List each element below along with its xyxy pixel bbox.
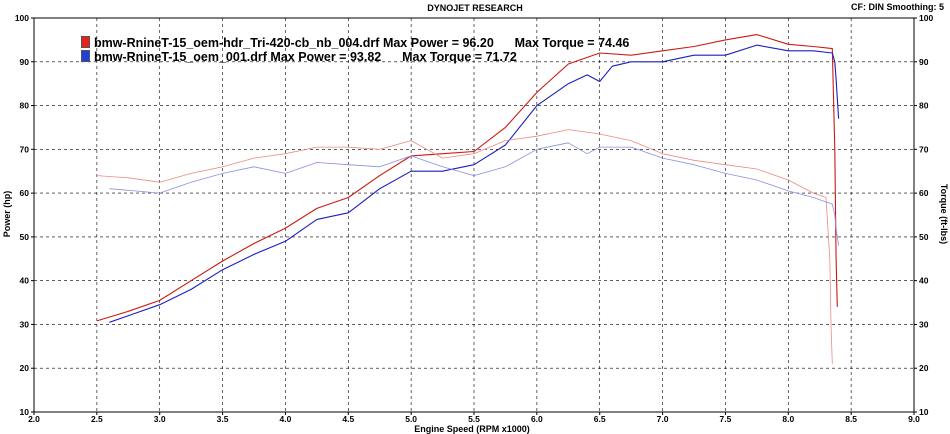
- x-tick-label: 8.0: [782, 414, 794, 424]
- x-tick-label: 8.5: [845, 414, 857, 424]
- y-tick-label-right: 60: [919, 188, 929, 198]
- blue-torque-line: [109, 142, 839, 246]
- y-axis-label-left: Power (hp): [2, 191, 12, 238]
- y-tick-label-left: 30: [20, 319, 30, 329]
- red-torque-line: [96, 129, 833, 364]
- x-tick-label: 5.5: [468, 414, 480, 424]
- y-tick-label-right: 90: [919, 57, 929, 67]
- blue-power-line: [109, 44, 840, 323]
- x-tick-label: 5.0: [405, 414, 417, 424]
- y-tick-label-right: 100: [919, 13, 933, 23]
- cf-info: CF: DIN Smoothing: 5: [851, 2, 944, 12]
- x-tick-label: 9.0: [908, 414, 920, 424]
- x-tick-label: 2.0: [28, 414, 40, 424]
- legend-entry-blue: bmw-RnineT-15_oem_001.drf Max Power = 93…: [74, 36, 517, 64]
- y-tick-label-left: 90: [20, 57, 30, 67]
- y-tick-label-right: 40: [919, 276, 929, 286]
- y-tick-label-left: 10: [20, 407, 30, 417]
- legend-max-torque: Max Torque = 74.46: [514, 36, 630, 50]
- y-tick-label-left: 100: [15, 13, 29, 23]
- y-tick-label-right: 70: [919, 144, 929, 154]
- legend-max-power: Max Power = 93.82: [270, 50, 382, 64]
- x-tick-label: 7.0: [657, 414, 669, 424]
- legend-swatch-blue: [80, 50, 90, 62]
- y-tick-label-left: 80: [20, 101, 30, 111]
- x-tick-label: 6.5: [594, 414, 606, 424]
- y-tick-label-right: 10: [919, 407, 929, 417]
- y-tick-label-left: 50: [20, 232, 30, 242]
- legend-file: bmw-RnineT-15_oem_001.drf: [93, 50, 267, 64]
- y-tick-label-right: 30: [919, 319, 929, 329]
- y-tick-label-right: 20: [919, 363, 929, 373]
- x-tick-label: 6.0: [531, 414, 543, 424]
- axis-layer: 2.0 2.5 3.0 3.5 4.0 4.5 5.0 5.5 6.0 6.5 7.0 7.5 8.0 8…: [15, 13, 934, 424]
- x-tick-label: 2.5: [91, 414, 103, 424]
- legend-entry-red: bmw-RnineT-15_oem-hdr_Tri-420-cb_nb_004.…: [74, 22, 629, 50]
- y-axis-label-right: Torque (ft-lbs): [939, 184, 949, 244]
- legend-max-torque: Max Torque = 71.72: [402, 50, 517, 64]
- legend-max-power: Max Power = 96.20: [382, 36, 494, 50]
- plot-frame: [33, 17, 915, 413]
- chart-title: DYNOJET RESEARCH: [427, 3, 523, 13]
- x-tick-label: 3.0: [154, 414, 166, 424]
- x-tick-label: 4.5: [342, 414, 354, 424]
- smoothing-label: Smoothing: 5: [886, 2, 945, 12]
- x-tick-label: 4.0: [280, 414, 292, 424]
- y-tick-label-right: 80: [919, 101, 929, 111]
- x-tick-label: 7.5: [720, 414, 732, 424]
- legend-swatch-red: [80, 36, 90, 48]
- y-tick-label-left: 40: [20, 276, 30, 286]
- legend-file: bmw-RnineT-15_oem-hdr_Tri-420-cb_nb_004.…: [93, 36, 380, 50]
- y-tick-label-right: 50: [919, 232, 929, 242]
- y-tick-label-left: 70: [20, 144, 30, 154]
- grid-layer: [34, 18, 914, 412]
- series-layer: [96, 34, 840, 364]
- y-tick-label-left: 20: [20, 363, 30, 373]
- x-axis-label: Engine Speed (RPM x1000): [414, 424, 530, 434]
- cf-label: CF: DIN: [850, 2, 884, 12]
- red-power-line: [96, 34, 838, 322]
- y-tick-label-left: 60: [20, 188, 30, 198]
- x-tick-label: 3.5: [217, 414, 229, 424]
